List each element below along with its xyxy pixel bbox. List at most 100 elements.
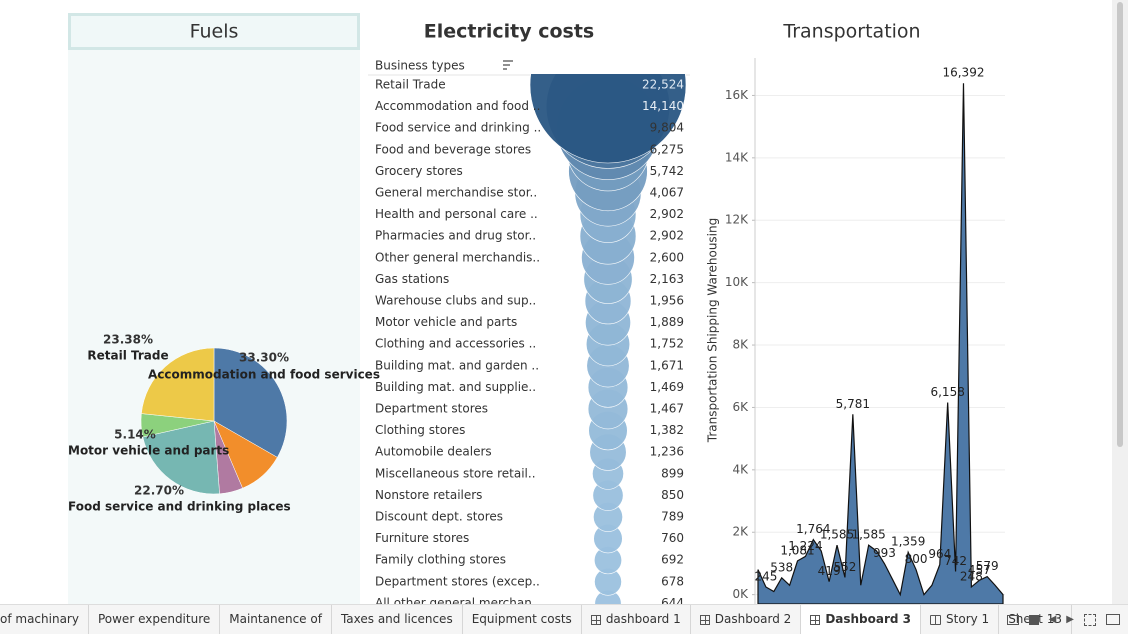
- y-tick-label: 4K: [732, 462, 749, 476]
- data-label: 419: [818, 564, 841, 578]
- tab-label: dashboard 1: [605, 612, 681, 626]
- data-label: 5,781: [836, 397, 870, 411]
- next-icon[interactable]: ▶: [1066, 614, 1074, 625]
- bubble: [529, 74, 687, 164]
- data-label: 538: [770, 560, 793, 574]
- data-label: 1,359: [891, 535, 925, 549]
- row-label: Pharmacies and drug stor..: [375, 229, 536, 243]
- column-header: Business types: [375, 59, 465, 73]
- scroll-thumb[interactable]: [1117, 2, 1123, 447]
- row-label: Health and personal care ..: [375, 207, 538, 221]
- tab-label: Dashboard 3: [825, 612, 912, 626]
- data-label: 6,158: [930, 385, 964, 399]
- slice-percent: 23.38%: [103, 333, 153, 347]
- row-label: Gas stations: [375, 272, 449, 286]
- sheet-tab[interactable]: Power expenditure: [89, 605, 221, 634]
- data-label: 248: [960, 569, 983, 583]
- row-value: 1,671: [650, 358, 684, 372]
- fuels-title-box: [68, 13, 360, 50]
- row-value: 850: [661, 488, 684, 502]
- slice-percent: 5.14%: [114, 428, 156, 442]
- row-value: 899: [661, 466, 684, 480]
- y-tick-label: 6K: [732, 400, 749, 414]
- sheet-tab[interactable]: Taxes and licences: [332, 605, 463, 634]
- data-label: 1,585: [820, 528, 854, 542]
- bubble-group: [529, 74, 687, 604]
- scrollbar[interactable]: [1112, 0, 1128, 604]
- row-value: 1,889: [650, 315, 684, 329]
- dashboard-icon: [699, 614, 710, 625]
- tab-controls: ◀ ▶: [1006, 605, 1120, 634]
- slice-percent: 22.70%: [134, 484, 184, 498]
- data-label: 579: [976, 559, 999, 573]
- row-label: Grocery stores: [375, 164, 463, 178]
- tab-label: Power expenditure: [97, 612, 211, 626]
- fullscreen-icon[interactable]: [1084, 613, 1096, 626]
- story-icon: [930, 614, 942, 625]
- dashboard-icon: [810, 614, 821, 625]
- present-icon[interactable]: [1106, 614, 1120, 625]
- sheet-tab[interactable]: Maintanence of: [220, 605, 332, 634]
- row-value: 692: [661, 553, 684, 567]
- sheet-tab[interactable]: Dashboard 2: [691, 605, 802, 634]
- row-value: 1,236: [650, 445, 684, 459]
- data-label: 964: [928, 547, 951, 561]
- y-tick-label: 16K: [725, 88, 749, 102]
- row-value: 1,382: [650, 423, 684, 437]
- sort-icon[interactable]: [503, 60, 513, 70]
- tab-label: Equipment costs: [471, 612, 572, 626]
- row-value: 9,804: [650, 121, 684, 135]
- slice-percent: 33.30%: [239, 351, 289, 365]
- row-value: 14,140: [642, 99, 684, 113]
- tab-label: Story 1: [946, 612, 990, 626]
- sheet-tab[interactable]: Equipment costs: [463, 605, 582, 634]
- tab-label: Taxes and licences: [340, 612, 453, 626]
- sheet-tab[interactable]: of machinary: [0, 605, 89, 634]
- row-label: Motor vehicle and parts: [375, 315, 517, 329]
- row-label: Discount dept. stores: [375, 510, 503, 524]
- y-tick-label: 2K: [732, 525, 749, 539]
- row-value: 2,163: [650, 272, 684, 286]
- row-label: Department stores (excep..: [375, 574, 540, 588]
- slice-label: Accommodation and food services: [148, 368, 380, 382]
- grid-view-icon[interactable]: [1006, 614, 1019, 625]
- sheet-tab[interactable]: dashboard 1: [582, 605, 691, 634]
- y-tick-label: 12K: [725, 213, 749, 227]
- row-label: Nonstore retailers: [375, 488, 482, 502]
- y-tick-label: 0K: [732, 587, 749, 601]
- dashboard-icon: [590, 614, 601, 625]
- chart-title: Transportation: [782, 21, 920, 43]
- row-label: Retail Trade: [375, 78, 446, 92]
- row-label: Accommodation and food ..: [375, 99, 540, 113]
- data-label: 800: [905, 552, 928, 566]
- row-label: Automobile dealers: [375, 445, 492, 459]
- row-value: 22,524: [642, 78, 684, 92]
- row-value: 1,956: [650, 294, 684, 308]
- filmstrip-icon[interactable]: [1028, 614, 1039, 625]
- y-tick-label: 10K: [725, 275, 749, 289]
- tab-label: of machinary: [0, 612, 79, 626]
- row-value: 789: [661, 510, 684, 524]
- area-group: [757, 83, 1004, 604]
- sheet-tab[interactable]: Dashboard 3: [801, 605, 922, 634]
- sheet-tab[interactable]: Story 1: [921, 605, 1000, 634]
- row-value: 5,742: [650, 164, 684, 178]
- row-label: Building mat. and garden ..: [375, 358, 539, 372]
- row-label: Clothing stores: [375, 423, 465, 437]
- data-label: 1,224: [788, 539, 822, 553]
- row-value: 2,902: [650, 207, 684, 221]
- row-label: Furniture stores: [375, 531, 469, 545]
- y-tick-label: 14K: [725, 150, 749, 164]
- chart-title: Electricity costs: [424, 21, 594, 43]
- row-value: 2,600: [650, 250, 684, 264]
- fuels-panel: [68, 13, 360, 604]
- slice-label: Food service and drinking places: [68, 500, 291, 514]
- chart-title: Fuels: [190, 21, 239, 43]
- row-label: Department stores: [375, 402, 488, 416]
- area: [757, 83, 1004, 604]
- row-label: Warehouse clubs and sup..: [375, 294, 536, 308]
- row-value: 1,469: [650, 380, 684, 394]
- row-value: 644: [661, 596, 684, 604]
- prev-icon[interactable]: ◀: [1048, 614, 1057, 625]
